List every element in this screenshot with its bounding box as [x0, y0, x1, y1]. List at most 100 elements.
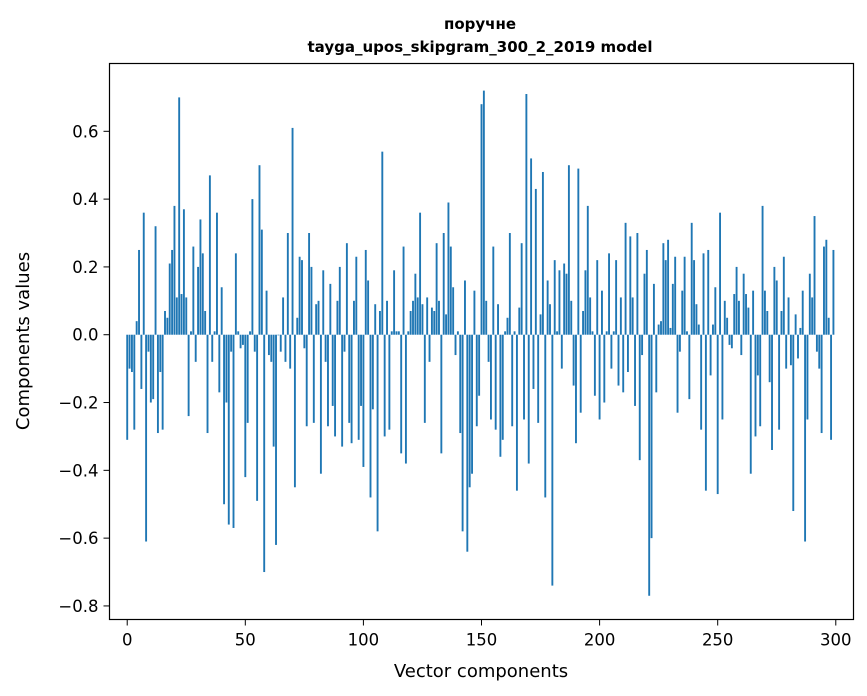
- bar-127: [426, 297, 429, 335]
- bar-290: [811, 297, 814, 335]
- x-tick-label-150: 150: [466, 631, 498, 650]
- bar-219: [643, 273, 646, 335]
- bar-73: [298, 256, 301, 335]
- bar-181: [553, 260, 556, 335]
- bar-78: [310, 266, 313, 335]
- bar-255: [728, 334, 731, 345]
- bar-280: [787, 297, 790, 335]
- bar-94: [348, 334, 351, 423]
- bar-92: [343, 334, 346, 352]
- bar-85: [327, 334, 329, 427]
- bar-144: [466, 334, 469, 552]
- bar-288: [806, 334, 809, 420]
- bar-233: [676, 334, 679, 413]
- bar-126: [423, 334, 426, 423]
- bar-270: [763, 290, 766, 335]
- x-tick-label-250: 250: [702, 631, 734, 650]
- bar-38: [216, 212, 218, 335]
- bar-138: [452, 287, 455, 335]
- bar-164: [513, 331, 516, 335]
- bar-272: [768, 334, 771, 383]
- bar-11: [152, 334, 155, 400]
- bar-207: [615, 260, 618, 335]
- bar-33: [204, 310, 207, 335]
- bar-237: [686, 331, 688, 335]
- bar-42: [225, 334, 228, 403]
- x-tick-label-300: 300: [820, 631, 852, 650]
- bar-260: [740, 334, 743, 356]
- bar-143: [464, 280, 466, 335]
- bar-174: [537, 334, 540, 423]
- bar-66: [282, 297, 285, 335]
- bar-295: [823, 246, 825, 335]
- bar-252: [721, 334, 724, 420]
- bar-286: [801, 290, 804, 335]
- bar-123: [416, 297, 419, 335]
- bar-215: [634, 334, 636, 406]
- bar-119: [407, 331, 410, 335]
- bar-17: [166, 317, 169, 335]
- bar-293: [818, 334, 821, 369]
- bar-217: [638, 334, 641, 461]
- bar-191: [577, 168, 580, 335]
- bar-115: [397, 331, 400, 335]
- bar-205: [610, 334, 613, 369]
- bar-236: [683, 256, 686, 335]
- bar-121: [412, 300, 414, 335]
- bar-2: [130, 334, 133, 373]
- y-axis-ticks: −0.8 −0.6 −0.4 −0.2 0.0 0.2 0.4 0.6: [58, 122, 110, 616]
- bar-278: [782, 256, 785, 335]
- bar-18: [168, 263, 171, 335]
- bar-214: [631, 297, 634, 335]
- bar-96: [353, 300, 355, 335]
- bar-227: [662, 243, 665, 335]
- bar-45: [232, 334, 235, 528]
- bar-84: [324, 334, 327, 362]
- bar-13: [156, 334, 159, 434]
- bar-77: [308, 233, 311, 335]
- bar-137: [449, 246, 452, 335]
- bar-93: [345, 243, 348, 335]
- y-tick-label-2: −0.4: [58, 461, 98, 480]
- bar-132: [438, 300, 440, 335]
- bar-129: [430, 307, 433, 335]
- bar-22: [178, 97, 181, 335]
- bar-29: [194, 334, 197, 362]
- bar-197: [591, 331, 594, 335]
- bar-104: [371, 334, 374, 410]
- bar-171: [530, 158, 533, 335]
- bar-125: [421, 304, 424, 335]
- bar-1: [128, 334, 131, 369]
- bar-213: [629, 236, 632, 335]
- bar-6: [140, 334, 143, 389]
- bar-24: [182, 209, 185, 335]
- bar-176: [541, 171, 544, 335]
- bar-240: [693, 260, 696, 335]
- bar-124: [419, 212, 422, 335]
- bar-234: [678, 334, 681, 352]
- bar-150: [480, 104, 483, 335]
- bar-159: [501, 334, 504, 440]
- bar-238: [688, 334, 691, 400]
- bar-5: [138, 249, 140, 335]
- bar-39: [218, 334, 221, 393]
- bar-82: [319, 334, 322, 474]
- bar-281: [789, 334, 792, 366]
- bar-152: [485, 300, 488, 335]
- bar-95: [350, 334, 353, 444]
- y-tick-label-4: 0.0: [72, 326, 98, 345]
- bar-80: [315, 304, 318, 335]
- plot-frame: [108, 62, 855, 621]
- bar-102: [367, 280, 370, 335]
- bar-59: [265, 290, 268, 335]
- bar-75: [303, 334, 306, 349]
- bar-190: [575, 334, 577, 444]
- bar-216: [636, 233, 639, 335]
- y-tick-label-0: −0.8: [58, 597, 98, 616]
- bar-113: [393, 270, 396, 335]
- bar-32: [201, 253, 204, 335]
- bar-140: [456, 331, 459, 335]
- bar-188: [570, 300, 573, 335]
- bar-179: [549, 304, 551, 335]
